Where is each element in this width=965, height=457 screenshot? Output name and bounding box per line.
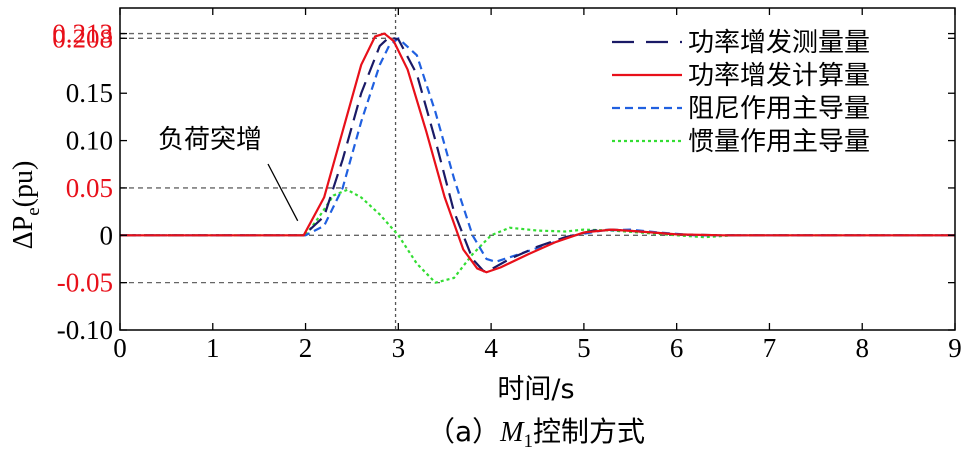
x-tick-label: 0: [113, 333, 127, 363]
caption-sub: 1: [523, 431, 533, 452]
x-tick-label: 8: [855, 333, 869, 363]
caption-var: M: [499, 417, 525, 448]
x-tick-label: 9: [948, 333, 962, 363]
caption-prefix: （a）: [427, 415, 500, 448]
y-tick-label: 0.213: [52, 19, 113, 49]
y-axis-label-prefix: ΔP: [8, 216, 39, 250]
x-tick-label: 6: [670, 333, 684, 363]
annotation-arrow: [267, 163, 299, 222]
y-tick-label: 0.15: [66, 78, 113, 108]
ticks: [119, 8, 956, 331]
y-tick-label: -0.10: [57, 315, 113, 345]
series-line-0: [120, 36, 955, 273]
series-line-1: [120, 32, 955, 274]
series-line-3: [120, 188, 955, 284]
y-tick-label: 0: [100, 220, 114, 250]
x-tick-labels: 0 1 2 3 4 5 6 7 8 9: [113, 333, 962, 363]
y-tick-label: 0.10: [66, 126, 113, 156]
legend-label-0: 功率增发测量量: [688, 28, 870, 58]
annotation: 负荷突增: [158, 125, 299, 222]
y-tick-label: 0.05: [66, 173, 113, 203]
y-tick-label: 0.208: [52, 23, 113, 53]
x-tick-label: 7: [763, 333, 777, 363]
y-tick-label: -0.05: [57, 268, 113, 298]
x-tick-label: 2: [299, 333, 313, 363]
x-tick-label: 3: [392, 333, 406, 363]
x-tick-label: 1: [206, 333, 220, 363]
x-axis-label: 时间/s: [497, 374, 574, 405]
y-axis-label-sub: e: [23, 207, 44, 215]
legend-label-1: 功率增发计算量: [688, 61, 870, 91]
plot-frame: [119, 7, 956, 331]
series-lines: [120, 32, 955, 284]
annotation-text: 负荷突增: [158, 125, 262, 155]
y-axis-label-suffix: (pu): [8, 161, 39, 208]
x-tick-label: 5: [577, 333, 591, 363]
y-axis-label: ΔPe(pu): [8, 161, 44, 250]
caption-suffix: 控制方式: [533, 415, 645, 448]
figure-caption: （a）M1控制方式: [427, 415, 645, 452]
legend-label-2: 阻尼作用主导量: [688, 94, 870, 124]
legend-label-3: 惯量作用主导量: [688, 127, 870, 157]
x-tick-label: 4: [484, 333, 498, 363]
